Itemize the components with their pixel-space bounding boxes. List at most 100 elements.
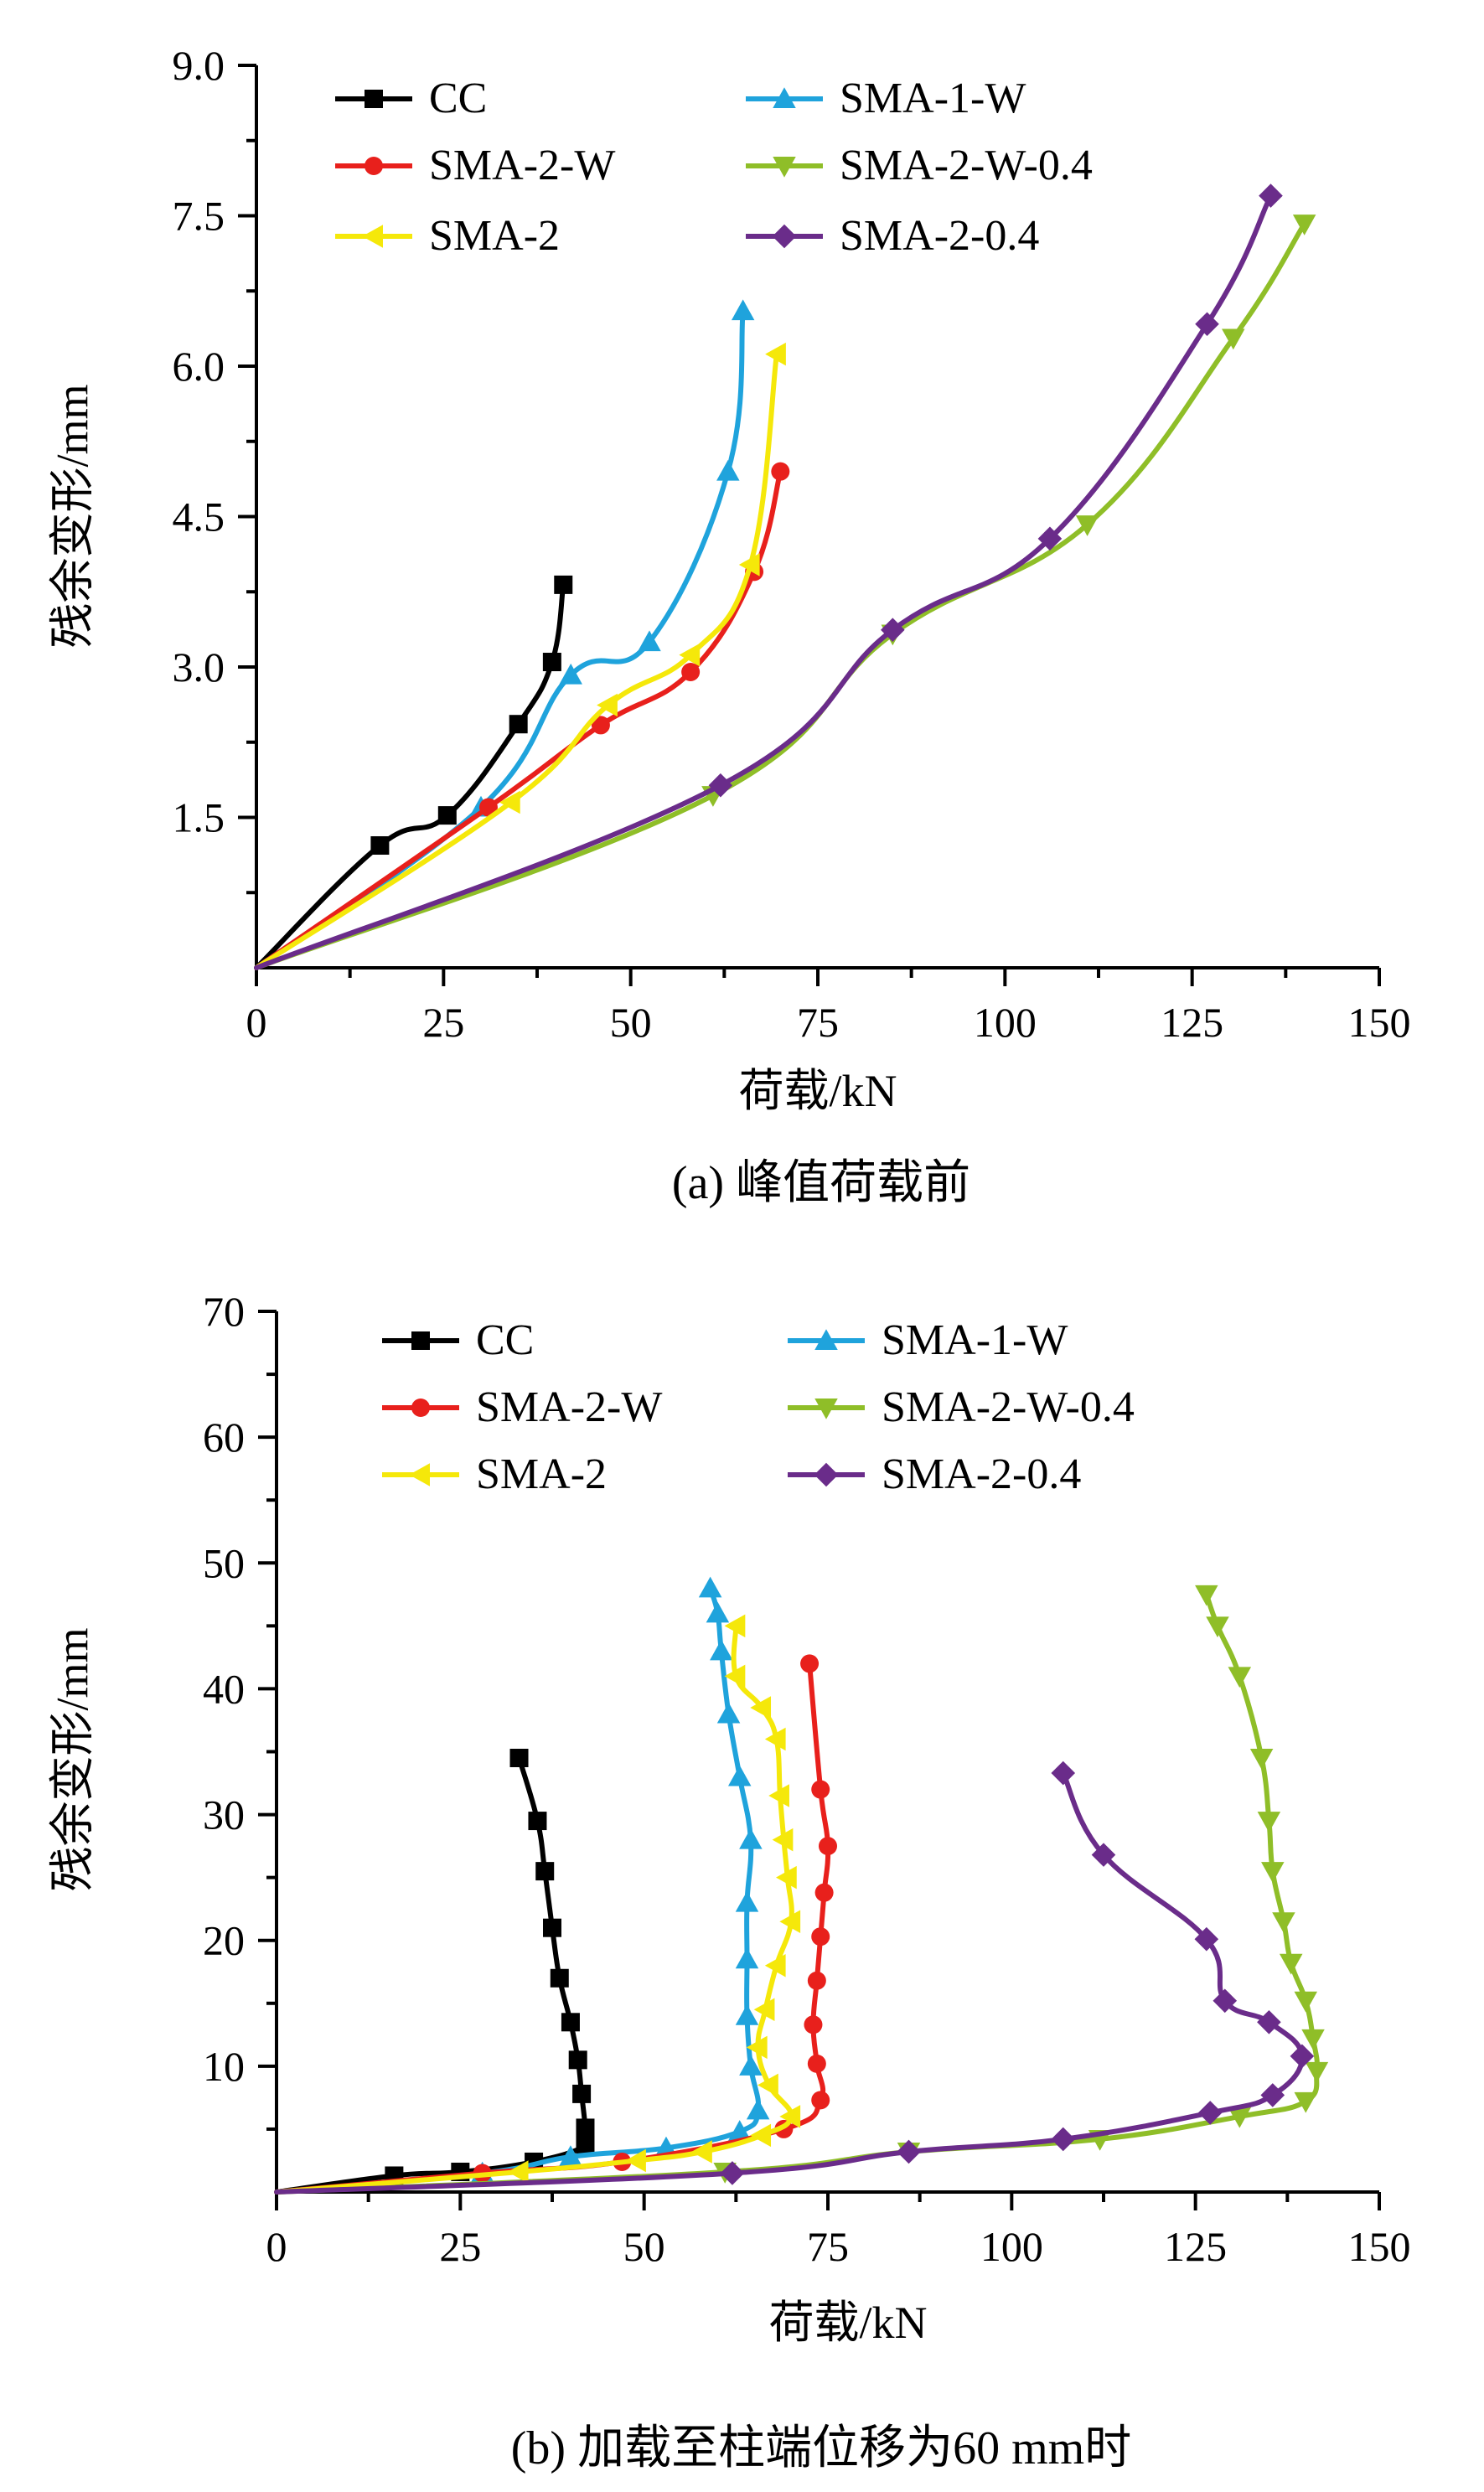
x-tick-label: 100 — [974, 999, 1037, 1046]
series-SMA-2 — [254, 342, 786, 970]
x-tick-label: 0 — [266, 2223, 287, 2270]
x-axis-title: 荷载/kN — [769, 2298, 928, 2348]
legend-entry: SMA-2-W — [335, 142, 615, 189]
x-tick-label: 50 — [623, 2223, 665, 2270]
data-point — [691, 2140, 712, 2164]
data-point — [1257, 1812, 1281, 1833]
data-point — [561, 2013, 580, 2032]
data-point — [1257, 2010, 1281, 2034]
chart-b: 0 25 50 75 100 125 150 10 20 30 40 50 60 70 荷载/kN 残余变形/… — [47, 1288, 1410, 2474]
data-point — [1228, 1667, 1252, 1688]
data-point — [437, 806, 457, 825]
data-point — [1051, 2127, 1076, 2152]
x-tick-label: 125 — [1161, 999, 1223, 1046]
y-tick-label: 70 — [203, 1288, 245, 1335]
series-SMA-2-W-0.4 — [274, 1585, 1329, 2195]
x-tick-label: 0 — [246, 999, 267, 1046]
data-point — [1051, 1760, 1076, 1786]
data-point — [1260, 2083, 1285, 2107]
data-point — [720, 2161, 745, 2185]
x-tick-label: 75 — [807, 2223, 849, 2270]
data-point — [597, 693, 618, 717]
data-point — [738, 553, 760, 576]
data-point — [710, 1639, 733, 1661]
x-tick-label: 25 — [439, 2223, 481, 2270]
data-point — [568, 2050, 587, 2070]
data-point — [746, 2098, 770, 2120]
data-point — [772, 1828, 794, 1852]
data-point — [706, 1601, 730, 1623]
data-point — [1290, 2044, 1315, 2069]
data-point — [1213, 1988, 1238, 2014]
legend-entry: SMA-2-W — [382, 1383, 662, 1431]
legend-marker — [814, 1329, 838, 1350]
legend-entry: SMA-1-W — [746, 75, 1026, 122]
data-point — [1294, 2091, 1318, 2113]
data-point — [542, 653, 561, 672]
legend-marker — [773, 157, 796, 178]
data-point — [716, 1702, 741, 1724]
data-point — [814, 1883, 834, 1902]
data-point — [1195, 1585, 1218, 1606]
legend-label: SMA-2-0.4 — [882, 1450, 1081, 1498]
data-point — [739, 2055, 763, 2076]
legend-label: SMA-2 — [476, 1450, 607, 1498]
data-point — [881, 618, 905, 643]
legend-entry: SMA-1-W — [788, 1316, 1068, 1364]
series-line — [254, 221, 1307, 970]
data-point — [819, 1837, 837, 1856]
x-tick-label: 50 — [610, 999, 652, 1046]
legend-entry: CC — [335, 75, 487, 122]
data-point — [499, 790, 520, 814]
data-point — [807, 2054, 826, 2073]
data-point — [750, 1696, 772, 1719]
legend-entry: SMA-2 — [335, 212, 560, 260]
legend-label: SMA-2 — [429, 212, 560, 260]
data-point — [800, 1654, 820, 1673]
y-tick-label: 10 — [203, 2043, 245, 2090]
legend-label: SMA-1-W — [882, 1316, 1068, 1364]
data-point — [1294, 1991, 1318, 2013]
y-tick-label: 50 — [203, 1539, 245, 1586]
y-tick-label: 60 — [203, 1414, 245, 1461]
data-point — [1259, 184, 1283, 208]
data-point — [739, 1828, 763, 1849]
data-point — [735, 1890, 759, 1912]
x-tick-label: 75 — [797, 999, 839, 1046]
series-line — [254, 193, 1274, 970]
y-tick-label: 40 — [203, 1665, 245, 1712]
data-point — [559, 663, 582, 685]
series-SMA-2-0.4 — [274, 1760, 1315, 2195]
legend-entry: SMA-2 — [382, 1450, 607, 1498]
data-point — [716, 459, 740, 481]
data-point — [811, 1780, 830, 1799]
y-tick-label: 7.5 — [173, 193, 225, 240]
data-point — [543, 1918, 561, 1937]
data-point — [1091, 1843, 1116, 1867]
data-point — [1228, 2107, 1252, 2128]
data-point — [478, 798, 498, 817]
data-point — [779, 1910, 801, 1933]
series-CC — [254, 575, 573, 970]
data-point — [576, 2136, 595, 2155]
legend-entry: SMA-2-0.4 — [746, 212, 1039, 260]
figure-caption: (a) 峰值荷载前 — [672, 1157, 970, 1209]
data-point — [811, 2091, 830, 2110]
data-point — [554, 575, 573, 594]
legend-label: SMA-2-W — [476, 1383, 662, 1431]
legend-marker — [409, 1463, 430, 1486]
data-point — [750, 2123, 772, 2148]
series-line — [254, 308, 746, 970]
y-axis-title: 残余变形/mm — [47, 384, 97, 648]
data-point — [1279, 1953, 1303, 1975]
data-point — [572, 2084, 592, 2103]
series-line — [274, 1623, 794, 2195]
data-point — [775, 1865, 797, 1890]
data-point — [764, 1953, 786, 1978]
data-point — [768, 1784, 789, 1807]
legend-marker — [814, 1462, 839, 1487]
data-point — [708, 773, 733, 798]
data-point — [370, 836, 390, 856]
data-point — [509, 715, 528, 734]
